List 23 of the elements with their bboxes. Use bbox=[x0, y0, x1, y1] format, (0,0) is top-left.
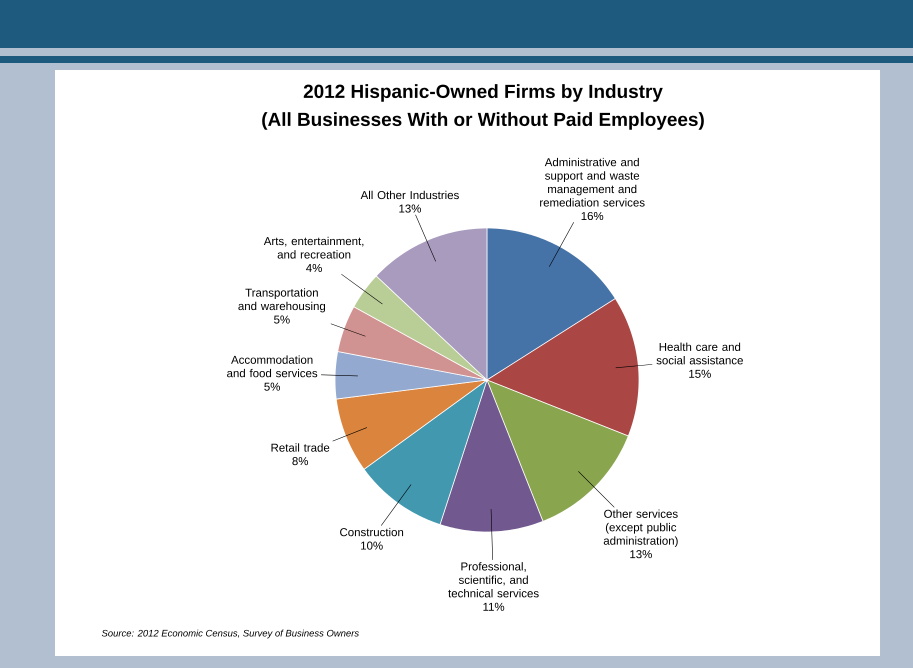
slice-label: Transportation and warehousing bbox=[238, 288, 326, 312]
slice-label: Arts, entertainment, and recreation bbox=[264, 236, 364, 259]
data-label: 11% bbox=[483, 602, 504, 611]
slice-label: Other services (except public administration) bbox=[604, 509, 678, 548]
data-label: 10% bbox=[361, 542, 383, 550]
slice-label: Professional, scientific, and technical services bbox=[448, 562, 539, 598]
slice-label: Accommodation and food services bbox=[227, 355, 318, 378]
data-label: 13% bbox=[630, 550, 652, 558]
data-label: 8% bbox=[292, 457, 308, 466]
data-label: 4% bbox=[306, 264, 322, 272]
chart-subtitle: (All Businesses With or Without Paid Employees) bbox=[262, 112, 704, 130]
data-label: 5% bbox=[264, 382, 280, 391]
slice-label: Retail trade bbox=[272, 443, 330, 452]
data-label: 13% bbox=[399, 204, 421, 213]
data-label: 5% bbox=[274, 316, 290, 324]
slice-label: All Other Industries bbox=[360, 190, 459, 200]
chart-title: 2012 Hispanic-Owned Firms by Industry bbox=[304, 84, 663, 102]
data-label: 15% bbox=[689, 370, 711, 378]
source-note: Source: 2012 Economic Census, Survey of Business Owners bbox=[102, 630, 359, 638]
slice-label: Health care and social assistance bbox=[656, 342, 743, 364]
data-label: 16% bbox=[582, 212, 604, 220]
slice-label: Construction bbox=[340, 528, 404, 536]
slice-label: Administrative and support and waste management and remediation services bbox=[540, 158, 645, 207]
